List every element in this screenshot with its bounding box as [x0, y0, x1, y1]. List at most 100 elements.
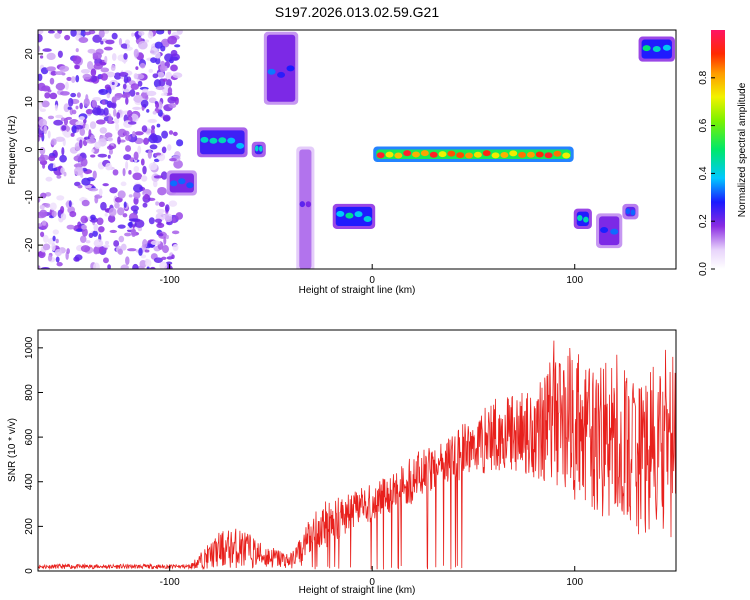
- noise-blob: [164, 204, 170, 213]
- noise-blob: [75, 75, 80, 83]
- track-core: [662, 44, 671, 51]
- noise-blob: [122, 213, 128, 218]
- noise-blob: [102, 100, 106, 105]
- noise-blob: [65, 81, 69, 90]
- noise-blob: [56, 195, 65, 201]
- snr-y-ticks: 0 200 400 600 800 1000: [24, 336, 43, 574]
- noise-blob: [63, 171, 67, 177]
- noise-blob: [104, 84, 111, 90]
- snr-x-label: Height of straight line (km): [299, 585, 416, 596]
- noise-blob: [57, 50, 63, 58]
- noise-blob: [55, 238, 59, 244]
- noise-blob: [66, 248, 70, 255]
- noise-blob: [140, 99, 149, 108]
- noise-blob: [134, 219, 145, 228]
- noise-blob: [39, 209, 48, 218]
- noise-blob: [146, 109, 150, 113]
- noise-blob: [175, 212, 184, 220]
- noise-blob: [160, 92, 168, 97]
- noise-blob: [55, 82, 66, 91]
- noise-blob: [85, 240, 91, 244]
- noise-blob: [160, 171, 168, 180]
- track-core: [345, 212, 354, 219]
- noise-blob: [115, 122, 120, 132]
- noise-blob: [79, 235, 87, 244]
- noise-blob: [93, 262, 100, 269]
- noise-blob: [81, 177, 91, 186]
- noise-blob: [63, 103, 70, 113]
- noise-blob: [144, 249, 150, 253]
- track-core: [583, 216, 589, 223]
- noise-blob: [99, 62, 107, 66]
- noise-blob: [63, 117, 69, 126]
- track-core: [491, 152, 500, 159]
- noise-blob: [123, 201, 127, 208]
- noise-blob: [108, 148, 113, 155]
- noise-blob: [84, 184, 92, 189]
- noise-blob: [168, 102, 177, 109]
- noise-blob: [40, 266, 50, 269]
- noise-blob: [132, 184, 143, 193]
- track-core: [254, 145, 259, 152]
- track-core: [376, 152, 385, 159]
- noise-blob: [54, 32, 61, 39]
- noise-blob: [148, 119, 156, 123]
- noise-blob: [38, 73, 43, 82]
- snr-series-line: [38, 340, 676, 571]
- noise-blob: [67, 106, 72, 110]
- noise-blob: [155, 51, 161, 59]
- noise-blob: [134, 131, 144, 136]
- noise-blob: [105, 162, 113, 171]
- y-tick-label: -10: [24, 190, 35, 205]
- noise-blob: [149, 144, 158, 150]
- noise-blob: [162, 245, 169, 254]
- noise-blob: [137, 226, 143, 232]
- noise-blob: [85, 108, 94, 115]
- noise-blob: [51, 242, 56, 252]
- noise-blob: [153, 257, 163, 263]
- noise-blob: [93, 63, 103, 70]
- noise-blob: [126, 43, 131, 50]
- track-core: [630, 209, 636, 216]
- noise-blob: [88, 187, 99, 192]
- noise-blob: [130, 83, 139, 90]
- noise-blob: [88, 232, 94, 238]
- track-core: [642, 45, 651, 52]
- noise-blob: [89, 121, 97, 129]
- noise-blob: [90, 214, 96, 221]
- noise-blob: [125, 134, 132, 141]
- noise-blob: [38, 265, 41, 269]
- y-tick-label: 800: [24, 384, 35, 401]
- noise-blob: [168, 200, 178, 207]
- track-core: [209, 137, 218, 144]
- noise-blob: [96, 217, 104, 226]
- noise-blob: [146, 266, 150, 269]
- noise-blob: [112, 169, 119, 176]
- noise-blob: [148, 217, 155, 225]
- noise-blob: [152, 110, 157, 115]
- noise-blob: [71, 109, 77, 115]
- noise-blob: [117, 207, 125, 216]
- noise-blob: [64, 34, 71, 41]
- noise-blob: [109, 187, 118, 194]
- noise-blob: [125, 97, 129, 105]
- noise-blob: [166, 256, 173, 260]
- track-core: [412, 151, 420, 158]
- x-tick-label: 0: [369, 577, 375, 588]
- snr-x-ticks: -100 0 100: [160, 566, 584, 588]
- noise-blob: [59, 65, 70, 72]
- x-tick-label: 0: [369, 275, 375, 286]
- track-core: [456, 152, 465, 159]
- noise-blob: [78, 37, 89, 43]
- noise-blob: [107, 214, 116, 223]
- noise-blob: [149, 266, 156, 269]
- noise-blob: [103, 46, 113, 51]
- noise-blob: [120, 264, 129, 269]
- noise-blob: [86, 138, 97, 144]
- noise-blob: [42, 234, 49, 243]
- x-tick-label: 100: [566, 577, 583, 588]
- noise-blob: [155, 152, 162, 156]
- track-core: [227, 137, 236, 144]
- track-core: [500, 152, 509, 159]
